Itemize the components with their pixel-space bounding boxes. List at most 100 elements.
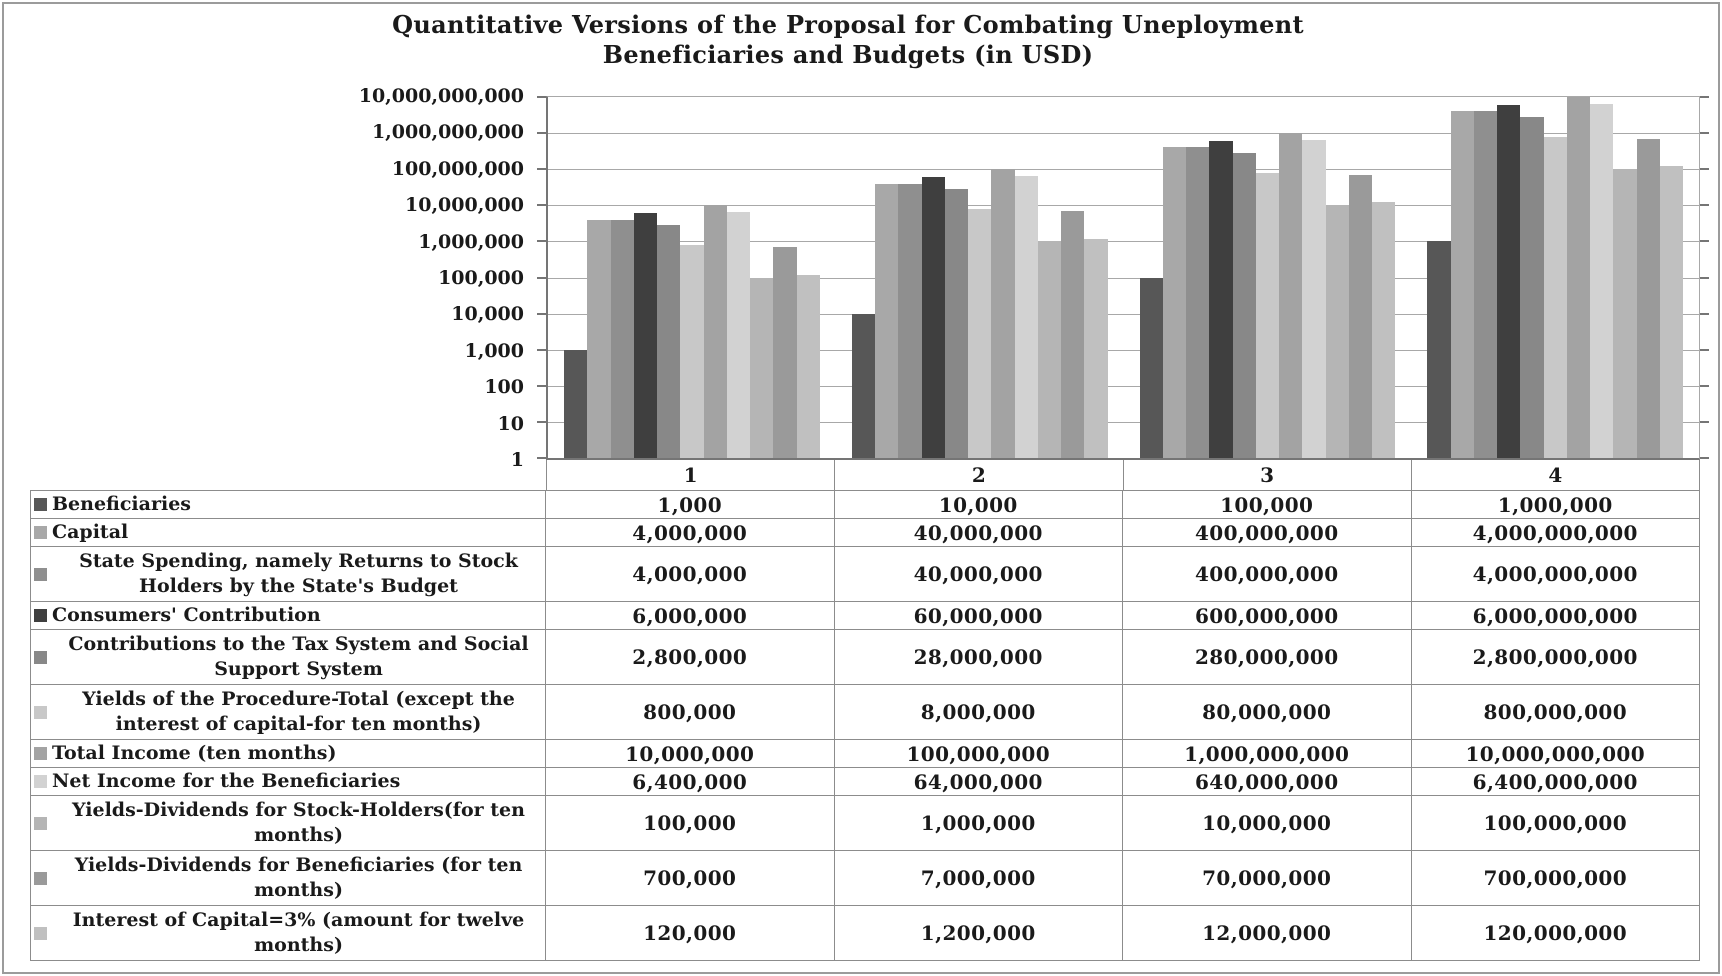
table-cell: 60,000,000 bbox=[835, 602, 1123, 629]
y-axis-tick-label: 1 bbox=[510, 449, 524, 471]
table-row: Yields-Dividends for Stock-Holders(for t… bbox=[30, 796, 1700, 851]
bar bbox=[1543, 136, 1567, 458]
table-cell: 1,000,000 bbox=[835, 796, 1123, 850]
table-cell: 6,000,000 bbox=[546, 602, 835, 629]
table-cell: 28,000,000 bbox=[835, 630, 1123, 684]
table-cell: 400,000,000 bbox=[1123, 519, 1412, 546]
y-axis-tick-label: 1,000,000,000 bbox=[371, 121, 524, 144]
bar bbox=[1473, 111, 1497, 458]
series-name-label: State Spending, namely Returns to Stock … bbox=[79, 550, 518, 597]
y-axis-tick bbox=[1700, 420, 1709, 423]
table-cell: 12,000,000 bbox=[1123, 906, 1412, 960]
table-cell: 700,000 bbox=[546, 851, 835, 905]
row-header-cell: Yields of the Procedure-Total (except th… bbox=[30, 685, 546, 739]
table-cell: 10,000 bbox=[835, 491, 1123, 518]
table-cell: 120,000,000 bbox=[1412, 906, 1700, 960]
row-header-cell: Total Income (ten months) bbox=[30, 740, 546, 767]
bar bbox=[1566, 97, 1590, 458]
series-name-label: Beneficiaries bbox=[52, 493, 191, 515]
table-cell: 8,000,000 bbox=[835, 685, 1123, 739]
bar bbox=[1061, 210, 1085, 458]
bar bbox=[564, 349, 588, 458]
table-row: Total Income (ten months) 10,000,000 100,0… bbox=[30, 740, 1700, 768]
y-axis-tick bbox=[1700, 276, 1709, 279]
table-cell: 1,200,000 bbox=[835, 906, 1123, 960]
table-cell: 4,000,000 bbox=[546, 547, 835, 601]
series-color-swatch-icon bbox=[34, 871, 47, 885]
bar bbox=[968, 208, 992, 458]
table-row: State Spending, namely Returns to Stock … bbox=[30, 547, 1700, 602]
category-label: 3 bbox=[1124, 460, 1412, 490]
table-cell: 100,000 bbox=[1123, 491, 1412, 518]
y-axis-tick bbox=[1700, 384, 1709, 387]
table-cell: 40,000,000 bbox=[835, 519, 1123, 546]
bar bbox=[1162, 147, 1186, 458]
plot-area bbox=[537, 96, 1709, 460]
table-row: Capital 4,000,000 40,000,000 400,000,000 4,0… bbox=[30, 519, 1700, 547]
bar-group bbox=[1124, 97, 1412, 458]
table-cell: 80,000,000 bbox=[1123, 685, 1412, 739]
y-axis-tick-label: 100 bbox=[484, 376, 524, 399]
y-axis-tick bbox=[537, 312, 546, 315]
table-cell: 120,000 bbox=[546, 906, 835, 960]
bar bbox=[750, 277, 774, 458]
gridline bbox=[548, 133, 1699, 135]
y-axis-tick bbox=[537, 96, 546, 98]
gridline bbox=[548, 169, 1699, 171]
row-header-cell: Contributions to the Tax System and Soci… bbox=[30, 630, 546, 684]
y-axis-tick bbox=[537, 457, 546, 459]
y-axis-tick bbox=[537, 204, 546, 207]
series-color-swatch-icon bbox=[34, 816, 47, 830]
table-cell: 100,000,000 bbox=[835, 740, 1123, 767]
y-axis-tick bbox=[537, 348, 546, 351]
series-name-label: Consumers' Contribution bbox=[52, 604, 321, 626]
y-axis-tick-label: 10,000 bbox=[451, 303, 524, 326]
y-axis-tick-label: 1,000,000 bbox=[418, 230, 524, 253]
y-axis-tick bbox=[537, 420, 546, 423]
y-axis-tick-label: 10,000,000 bbox=[405, 194, 524, 217]
bar bbox=[991, 169, 1015, 458]
bar bbox=[1139, 277, 1163, 458]
chart-title: Quantitative Versions of the Proposal fo… bbox=[0, 10, 1696, 70]
y-axis-tick bbox=[1700, 132, 1709, 135]
table-cell: 40,000,000 bbox=[835, 547, 1123, 601]
table-cell: 800,000 bbox=[546, 685, 835, 739]
table-cell: 6,400,000,000 bbox=[1412, 768, 1700, 795]
y-axis-tick-label: 10,000,000,000 bbox=[358, 85, 524, 107]
bar-groups bbox=[548, 97, 1699, 458]
bar bbox=[587, 219, 611, 458]
series-color-swatch-icon bbox=[34, 705, 47, 719]
gridline bbox=[548, 277, 1699, 279]
bar bbox=[1427, 241, 1451, 458]
y-axis-tick bbox=[537, 132, 546, 135]
bar bbox=[1084, 238, 1108, 458]
gridline bbox=[548, 385, 1699, 387]
bar bbox=[1209, 141, 1233, 458]
table-cell: 10,000,000,000 bbox=[1412, 740, 1700, 767]
series-color-swatch-icon bbox=[34, 775, 47, 788]
row-header-cell: Consumers' Contribution bbox=[30, 602, 546, 629]
bar-group bbox=[1411, 97, 1699, 458]
table-cell: 1,000 bbox=[546, 491, 835, 518]
table-cell: 4,000,000,000 bbox=[1412, 519, 1700, 546]
category-label: 4 bbox=[1412, 460, 1700, 490]
row-header-cell: State Spending, namely Returns to Stock … bbox=[30, 547, 546, 601]
series-name-label: Contributions to the Tax System and Soci… bbox=[68, 633, 529, 680]
table-cell: 70,000,000 bbox=[1123, 851, 1412, 905]
row-header-cell: Capital bbox=[30, 519, 546, 546]
y-axis-tick bbox=[537, 240, 546, 243]
table-row: Yields-Dividends for Beneficiaries (for … bbox=[30, 851, 1700, 906]
gridline bbox=[548, 313, 1699, 315]
series-name-label: Net Income for the Beneficiaries bbox=[52, 770, 401, 792]
table-cell: 4,000,000 bbox=[546, 519, 835, 546]
bar bbox=[1372, 202, 1396, 458]
table-cell: 1,000,000,000 bbox=[1123, 740, 1412, 767]
bar bbox=[1255, 172, 1279, 458]
y-axis-tick bbox=[1700, 96, 1709, 98]
series-name-label: Yields of the Procedure-Total (except th… bbox=[82, 688, 515, 735]
y-axis-tick bbox=[1700, 168, 1709, 171]
table-cell: 280,000,000 bbox=[1123, 630, 1412, 684]
